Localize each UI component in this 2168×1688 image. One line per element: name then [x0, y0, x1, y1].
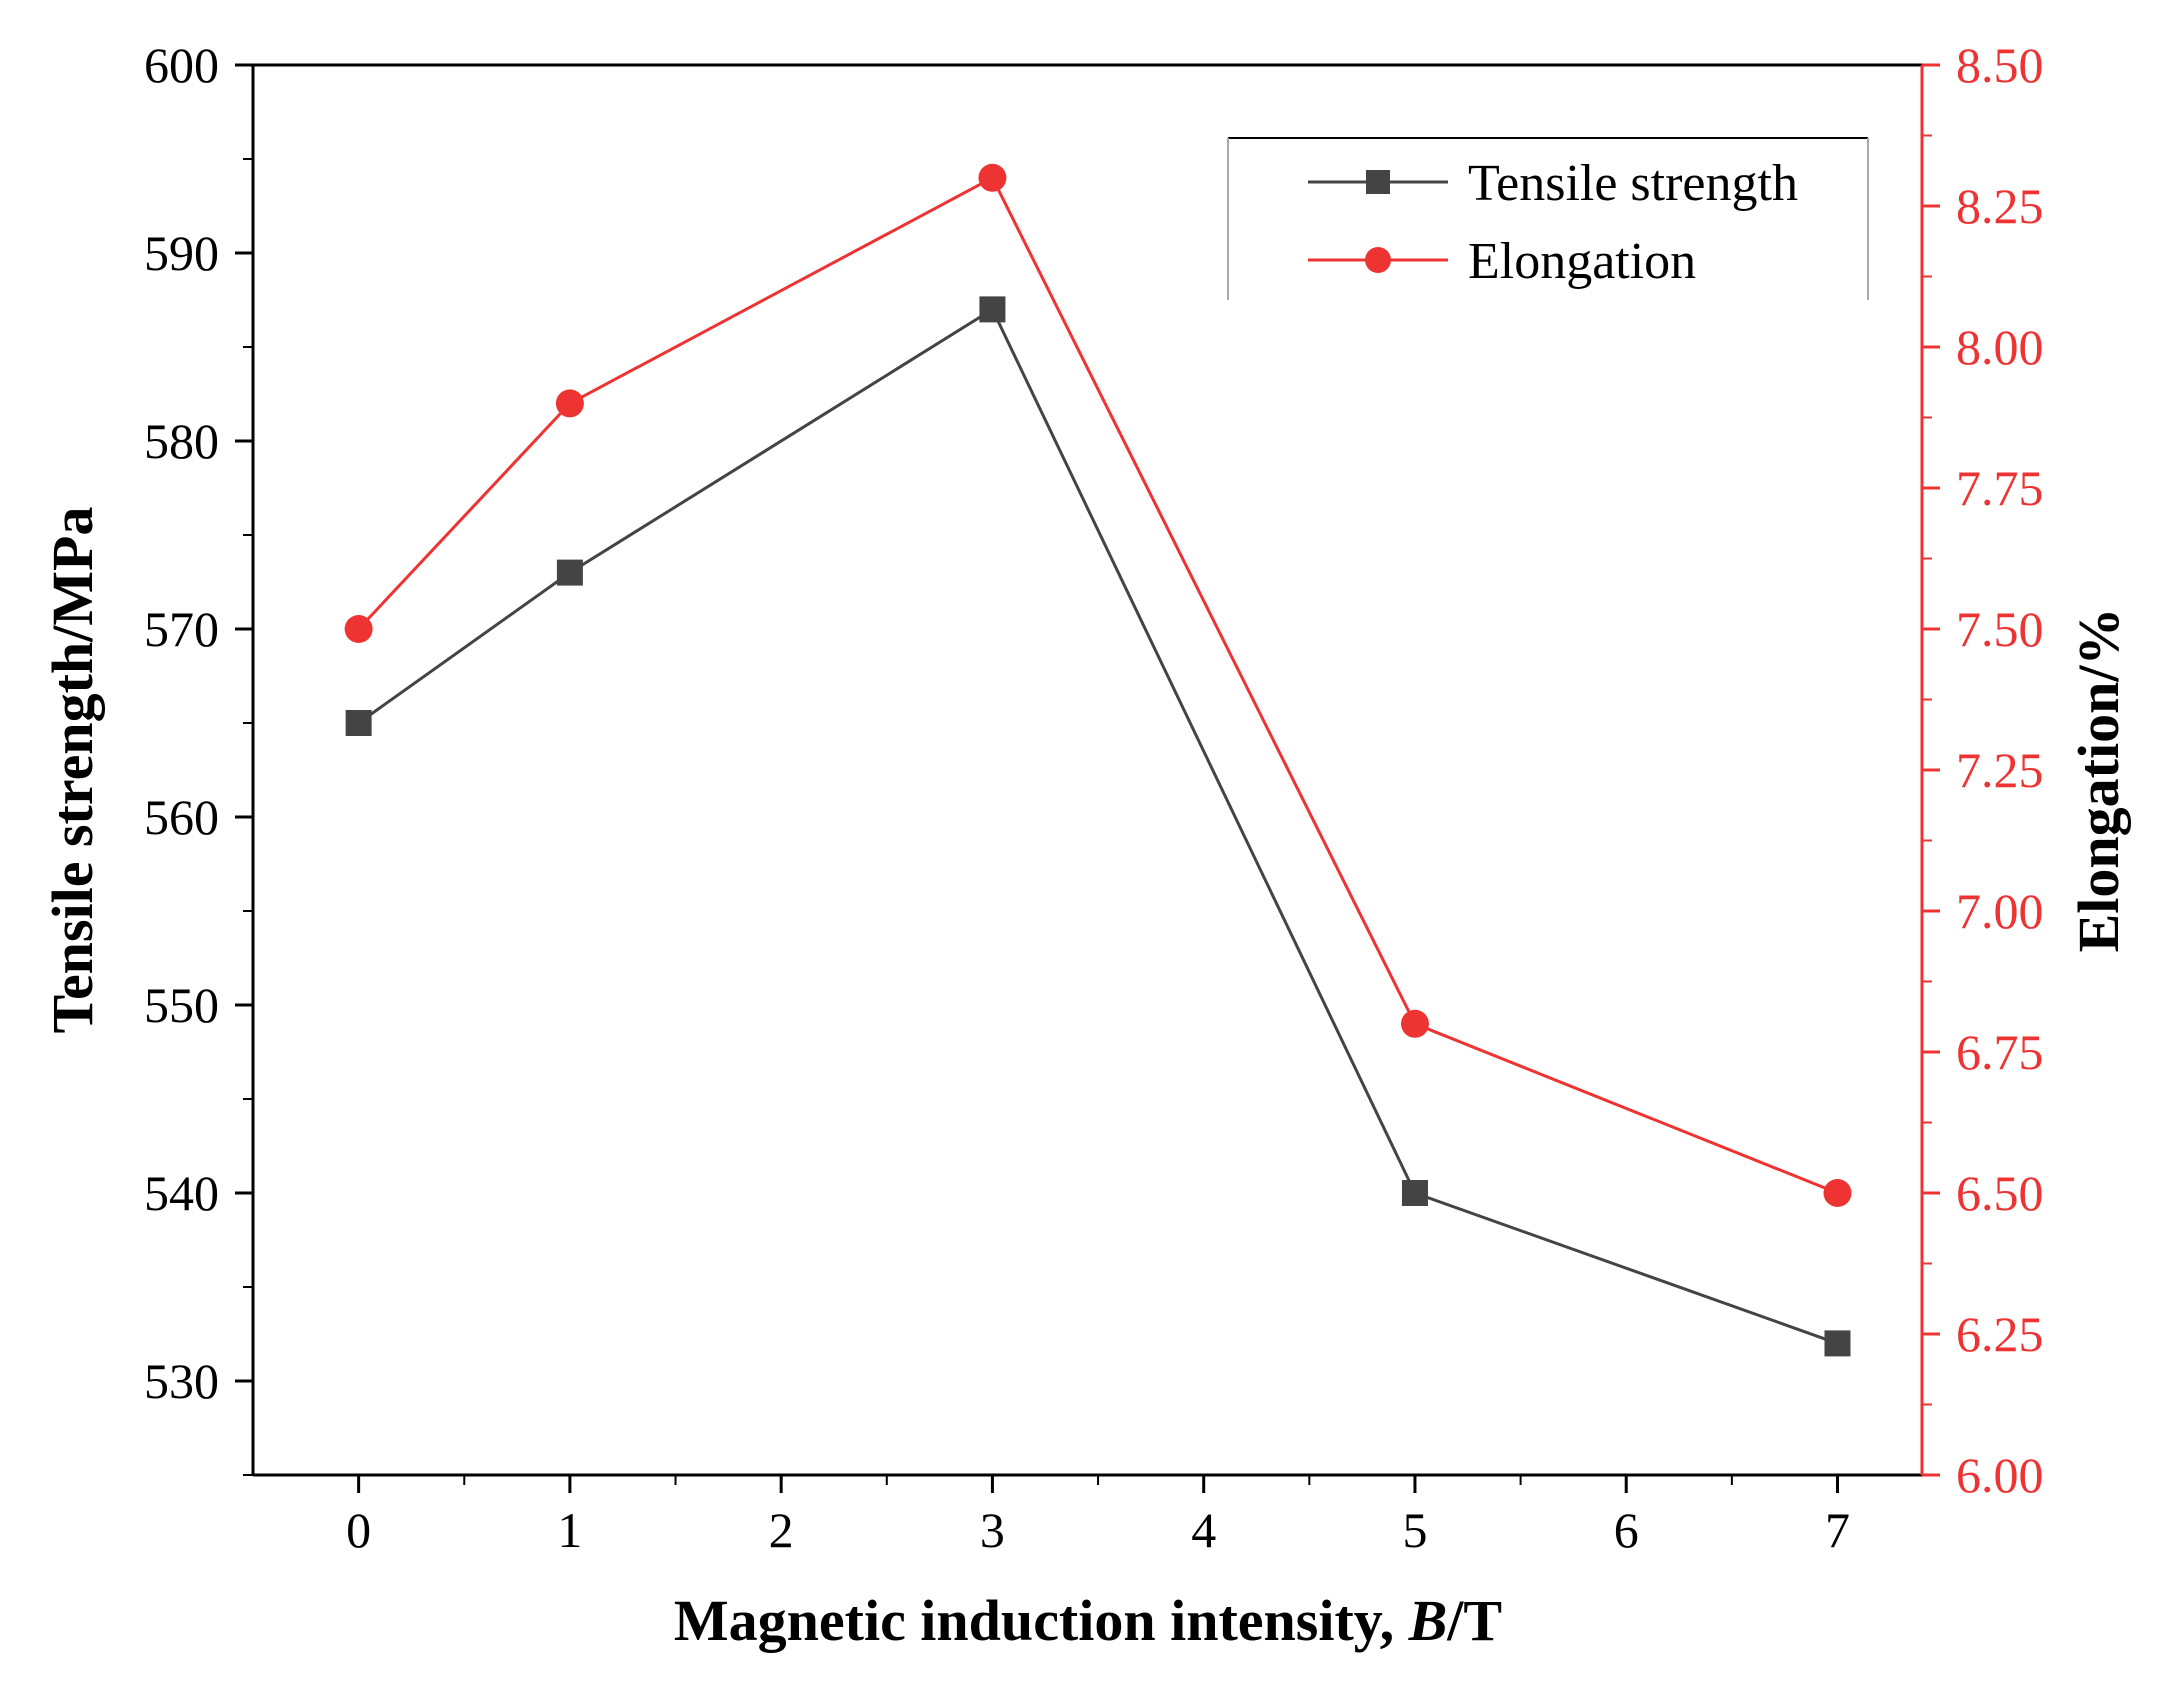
y-left-tick-label: 550 [144, 977, 219, 1033]
x-tick-label: 6 [1614, 1502, 1639, 1558]
y-left-axis-title: Tensile strength/MPa [40, 507, 105, 1034]
x-tick-label: 2 [769, 1502, 794, 1558]
legend-marker-square [1366, 170, 1390, 194]
data-point-elongation [344, 615, 373, 643]
y-right-tick-label: 8.50 [1956, 37, 2044, 93]
y-left-tick-label: 540 [144, 1165, 219, 1221]
series-line-tensile-strength [357, 307, 1838, 1345]
series-layer [344, 163, 1852, 1357]
x-tick-label: 0 [346, 1502, 371, 1558]
y-right-axis-title: Elongation/% [2066, 608, 2131, 953]
data-point-tensile-strength [979, 296, 1006, 323]
x-tick-label: 1 [557, 1502, 582, 1558]
y-right-axis-ticks: 6.00 6.25 6.50 6.75 7.00 7.25 7.50 7.75 8.00 8.25… [1922, 37, 2044, 1503]
data-point-elongation [978, 163, 1007, 192]
data-point-elongation [555, 389, 584, 418]
y-left-tick-label: 570 [144, 601, 219, 657]
y-right-tick-label: 7.25 [1956, 742, 2044, 798]
y-left-tick-label: 530 [144, 1353, 219, 1409]
x-tick-label: 4 [1191, 1502, 1216, 1558]
y-right-tick-label: 7.00 [1956, 883, 2044, 939]
y-left-tick-label: 560 [144, 789, 219, 845]
y-right-tick-label: 6.75 [1956, 1024, 2044, 1080]
data-point-tensile-strength [1824, 1330, 1851, 1357]
y-right-tick-label: 6.25 [1956, 1306, 2044, 1362]
series-line-elongation [357, 175, 1839, 1195]
x-tick-label: 5 [1402, 1502, 1427, 1558]
legend: Tensile strength Elongation [1227, 137, 1869, 300]
data-point-tensile-strength [556, 559, 583, 586]
y-right-tick-label: 7.50 [1956, 601, 2044, 657]
y-left-tick-label: 590 [144, 225, 219, 281]
y-right-tick-label: 8.25 [1956, 178, 2044, 234]
x-axis-title: Magnetic induction intensity, B/T [674, 1588, 1502, 1653]
x-axis-ticks: 0 1 2 3 4 5 6 7 [346, 1475, 1850, 1558]
legend-label-tensile: Tensile strength [1468, 155, 1798, 212]
legend-label-elongation: Elongation [1468, 233, 1696, 290]
y-right-tick-label: 6.50 [1956, 1165, 2044, 1221]
x-tick-label: 7 [1825, 1502, 1850, 1558]
legend-marker-circle [1365, 247, 1391, 273]
y-right-tick-label: 6.00 [1956, 1447, 2044, 1503]
y-right-tick-label: 7.75 [1956, 460, 2044, 516]
data-point-elongation [1823, 1179, 1852, 1207]
x-tick-label: 3 [980, 1502, 1005, 1558]
y-left-axis-ticks: 530 540 550 560 570 580 590 600 [144, 37, 253, 1476]
data-point-tensile-strength [1401, 1180, 1428, 1206]
data-point-tensile-strength [345, 710, 372, 736]
y-left-tick-label: 600 [144, 37, 219, 93]
y-right-tick-label: 8.00 [1956, 319, 2044, 375]
y-left-tick-label: 580 [144, 413, 219, 469]
data-point-elongation [1400, 1009, 1429, 1038]
